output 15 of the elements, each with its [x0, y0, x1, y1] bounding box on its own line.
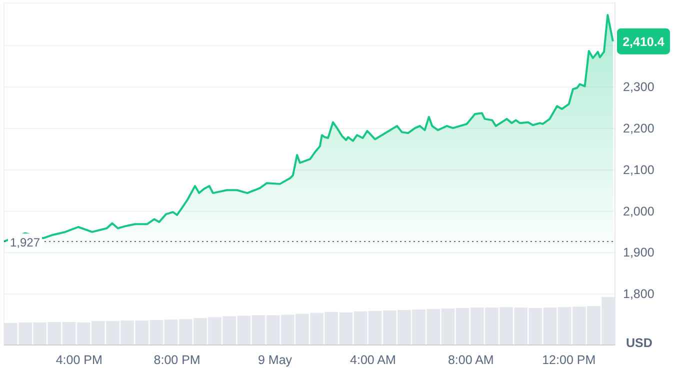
- y-tick-label: 2,000: [623, 204, 654, 218]
- annotation: 2,410.4: [622, 34, 664, 49]
- x-tick-label: 9 May: [258, 353, 293, 367]
- y-tick-label: 1,800: [623, 287, 654, 302]
- x-tick-label: 8:00 AM: [448, 353, 494, 367]
- ref-line-label: 1,927: [10, 235, 40, 250]
- x-tick-label: 4:00 PM: [56, 353, 102, 367]
- y-axis-title: USD: [626, 336, 652, 350]
- y-tick-label: 2,100: [623, 162, 654, 177]
- y-tick-label: 1,900: [623, 246, 654, 260]
- x-tick-label: 8:00 PM: [154, 353, 200, 367]
- y-tick-label: 2,200: [623, 121, 654, 136]
- x-tick-label: 12:00 PM: [542, 353, 596, 367]
- x-tick-label: 4:00 AM: [350, 353, 396, 367]
- y-tick-label: 2,300: [623, 80, 654, 94]
